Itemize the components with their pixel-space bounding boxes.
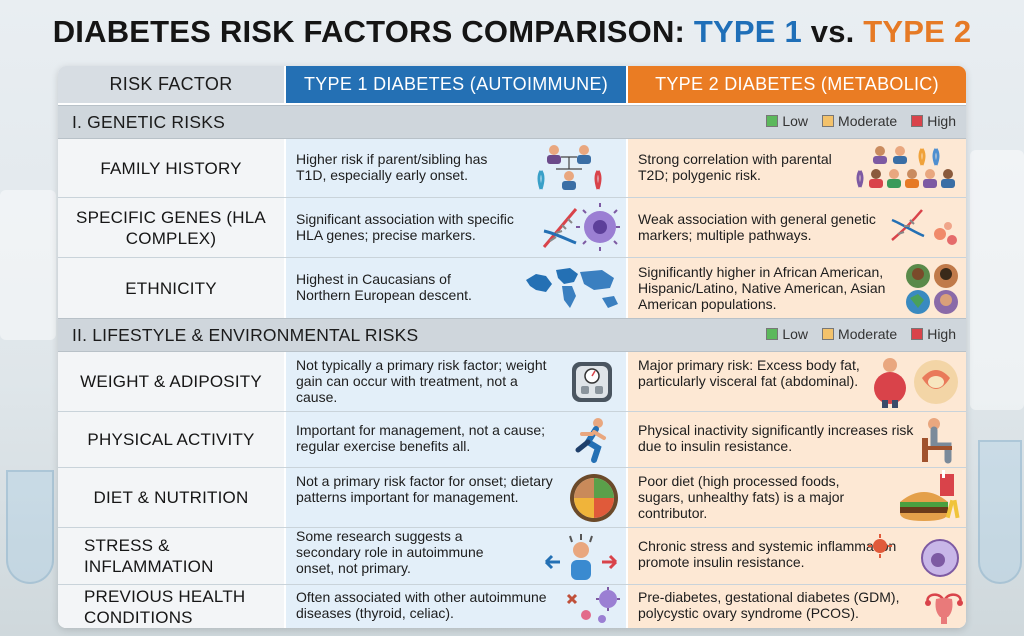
- table-row-diet: DIET & NUTRITION Not a primary risk fact…: [58, 468, 966, 528]
- table-row-stress: STRESS & INFLAMMATION Some research sugg…: [58, 528, 966, 585]
- type1-text: Significant association with specific HL…: [296, 211, 514, 243]
- type2-cell: Strong correlation with parental T2D; po…: [628, 139, 966, 197]
- legend-low-swatch: [766, 328, 779, 340]
- type1-text: Higher risk if parent/sibling has T1D, e…: [296, 151, 488, 183]
- stressed-person-icon: [544, 534, 618, 580]
- background-flask-right: [978, 440, 1022, 584]
- type1-text: Some research suggests a secondary role …: [296, 528, 484, 576]
- risk-factor-label: SPECIFIC GENES (HLA COMPLEX): [58, 198, 284, 257]
- background-flask-left: [6, 470, 54, 584]
- legend: Low Moderate High: [766, 326, 956, 342]
- legend-moderate-swatch: [822, 328, 835, 340]
- legend-low-swatch: [766, 115, 779, 127]
- section-lifestyle-risks: II. LIFESTYLE & ENVIRONMENTAL RISKS Low …: [58, 318, 966, 352]
- virus-cells-icon: [566, 587, 620, 623]
- header-risk-factor: RISK FACTOR: [58, 66, 284, 103]
- header-type2: TYPE 2 DIABETES (METABOLIC): [628, 66, 966, 103]
- world-map-icon: [526, 268, 618, 308]
- healthy-plate-icon: [570, 474, 618, 522]
- type2-cell: Significantly higher in African American…: [628, 258, 966, 318]
- risk-factor-label: WEIGHT & ADIPOSITY: [58, 352, 284, 411]
- family-tree-ribbon-icon: [537, 145, 602, 190]
- type2-cell: Chronic stress and systemic inflammation…: [628, 528, 966, 584]
- header-type1: TYPE 1 DIABETES (AUTOIMMUNE): [286, 66, 626, 103]
- type2-text: Physical inactivity significantly increa…: [638, 422, 914, 454]
- legend-moderate: Moderate: [822, 326, 897, 342]
- type2-text: Poor diet (high processed foods, sugars,…: [638, 473, 845, 521]
- fast-food-icon: [900, 470, 960, 521]
- overweight-person-icon: [874, 358, 958, 408]
- scale-icon: [572, 362, 612, 402]
- type2-cell: Pre-diabetes, gestational diabetes (GDM)…: [628, 585, 966, 628]
- dna-cells-icon: [891, 209, 957, 245]
- legend-low: Low: [766, 113, 808, 129]
- type2-text: Weak association with general genetic ma…: [638, 211, 876, 243]
- risk-factor-label: DIET & NUTRITION: [58, 468, 284, 527]
- diverse-people-globe-icon: [906, 264, 958, 314]
- table-row-family-history: FAMILY HISTORY Higher risk if parent/sib…: [58, 139, 966, 198]
- dna-cell-icon: [542, 203, 620, 251]
- uterus-icon: [925, 593, 963, 624]
- comparison-table: RISK FACTOR TYPE 1 DIABETES (AUTOIMMUNE)…: [58, 66, 966, 628]
- runner-icon: [575, 418, 606, 463]
- type2-cell: Physical inactivity significantly increa…: [628, 412, 966, 467]
- background-panel-left: [0, 190, 56, 340]
- type2-cell: Major primary risk: Excess body fat, par…: [628, 352, 966, 411]
- type1-cell: Not a primary risk factor for onset; die…: [286, 468, 626, 527]
- type1-cell: Some research suggests a secondary role …: [286, 528, 626, 584]
- type1-cell: Often associated with other autoimmune d…: [286, 585, 626, 628]
- type2-cell: Weak association with general genetic ma…: [628, 198, 966, 257]
- risk-factor-label: STRESS & INFLAMMATION: [58, 528, 284, 584]
- type1-text: Highest in Caucasians of Northern Europe…: [296, 271, 472, 303]
- type1-text: Important for management, not a cause; r…: [296, 422, 546, 454]
- section-genetic-risks: I. GENETIC RISKS Low Moderate High: [58, 105, 966, 139]
- table-row-ethnicity: ETHNICITY Highest in Caucasians of North…: [58, 258, 966, 319]
- inflammation-cell-icon: [868, 534, 959, 577]
- section-title: I. GENETIC RISKS: [72, 111, 225, 132]
- type1-cell: Not typically a primary risk factor; wei…: [286, 352, 626, 411]
- legend-high-swatch: [911, 328, 924, 340]
- risk-factor-label: FAMILY HISTORY: [58, 139, 284, 197]
- page-title: DIABETES RISK FACTORS COMPARISON: TYPE 1…: [52, 14, 972, 49]
- type2-text: Significantly higher in African American…: [638, 264, 886, 312]
- type2-cell: Poor diet (high processed foods, sugars,…: [628, 468, 966, 527]
- type1-text: Not typically a primary risk factor; wei…: [296, 357, 547, 405]
- type1-text: Often associated with other autoimmune d…: [296, 589, 547, 621]
- type1-cell: Significant association with specific HL…: [286, 198, 626, 257]
- family-group-ribbon-icon: [856, 146, 955, 188]
- legend-high: High: [911, 326, 956, 342]
- type1-cell: Highest in Caucasians of Northern Europe…: [286, 258, 626, 318]
- table-row-weight: WEIGHT & ADIPOSITY Not typically a prima…: [58, 352, 966, 412]
- type1-cell: Important for management, not a cause; r…: [286, 412, 626, 467]
- legend: Low Moderate High: [766, 113, 956, 129]
- table-row-previous-conditions: PREVIOUS HEALTH CONDITIONS Often associa…: [58, 585, 966, 628]
- risk-factor-label: PREVIOUS HEALTH CONDITIONS: [58, 585, 284, 628]
- legend-high-swatch: [911, 115, 924, 127]
- type2-text: Strong correlation with parental T2D; po…: [638, 151, 832, 183]
- legend-high: High: [911, 113, 956, 129]
- type1-text: Not a primary risk factor for onset; die…: [296, 473, 553, 505]
- sitting-person-icon: [922, 418, 952, 464]
- table-row-physical-activity: PHYSICAL ACTIVITY Important for manageme…: [58, 412, 966, 468]
- legend-low: Low: [766, 326, 808, 342]
- background-panel-right: [970, 150, 1024, 410]
- legend-moderate-swatch: [822, 115, 835, 127]
- risk-factor-label: PHYSICAL ACTIVITY: [58, 412, 284, 467]
- type2-text: Major primary risk: Excess body fat, par…: [638, 357, 860, 389]
- type2-text: Chronic stress and systemic inflammation…: [638, 538, 897, 570]
- legend-moderate: Moderate: [822, 113, 897, 129]
- type2-text: Pre-diabetes, gestational diabetes (GDM)…: [638, 589, 900, 621]
- section-title: II. LIFESTYLE & ENVIRONMENTAL RISKS: [72, 324, 419, 345]
- risk-factor-label: ETHNICITY: [58, 258, 284, 318]
- table-row-specific-genes: SPECIFIC GENES (HLA COMPLEX) Significant…: [58, 198, 966, 258]
- type1-cell: Higher risk if parent/sibling has T1D, e…: [286, 139, 626, 197]
